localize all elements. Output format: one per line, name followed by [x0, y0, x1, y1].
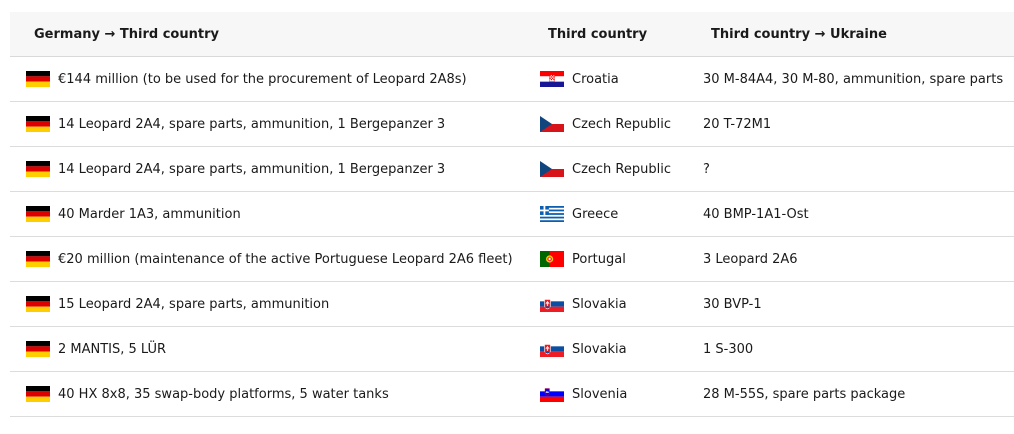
cell-third-to-ukraine: 3 Leopard 2A6 [687, 252, 1014, 267]
cell-third-to-ukraine: 30 M-84A4, 30 M-80, ammunition, spare pa… [687, 72, 1014, 87]
cell-third-to-ukraine: 20 T-72M1 [687, 117, 1014, 132]
third-to-ukraine-text: ? [703, 161, 710, 177]
third-to-ukraine-text: 3 Leopard 2A6 [703, 251, 798, 267]
germany-to-third-text: 2 MANTIS, 5 LÜR [58, 341, 167, 357]
cell-third-country: Slovenia [524, 386, 687, 402]
slovakia-flag-icon [540, 341, 564, 357]
germany-flag-icon [26, 296, 50, 312]
cell-third-to-ukraine: 40 BMP-1A1-Ost [687, 207, 1014, 222]
germany-flag-icon [26, 71, 50, 87]
germany-to-third-text: 15 Leopard 2A4, spare parts, ammunition [58, 296, 330, 312]
cell-germany-to-third: €144 million (to be used for the procure… [10, 71, 524, 87]
germany-flag-icon [26, 341, 50, 357]
cell-third-country: Slovakia [524, 341, 687, 357]
cell-third-country: Portugal [524, 251, 687, 267]
czech-flag-icon [540, 116, 564, 132]
cell-germany-to-third: 40 Marder 1A3, ammunition [10, 206, 524, 222]
croatia-flag-icon [540, 71, 564, 87]
germany-flag-icon [26, 386, 50, 402]
portugal-flag-icon [540, 251, 564, 267]
germany-to-third-text: 40 HX 8x8, 35 swap-body platforms, 5 wat… [58, 386, 389, 402]
cell-germany-to-third: 2 MANTIS, 5 LÜR [10, 341, 524, 357]
germany-to-third-text: 40 Marder 1A3, ammunition [58, 206, 241, 222]
table-row: 2 MANTIS, 5 LÜR Slovakia 1 S-300 [10, 327, 1014, 372]
cell-germany-to-third: 15 Leopard 2A4, spare parts, ammunition [10, 296, 524, 312]
czech-flag-icon [540, 161, 564, 177]
cell-third-country: Greece [524, 206, 687, 222]
third-country-text: Greece [572, 206, 619, 222]
cell-germany-to-third: €20 million (maintenance of the active P… [10, 251, 524, 267]
cell-germany-to-third: 40 HX 8x8, 35 swap-body platforms, 5 wat… [10, 386, 524, 402]
exchange-table: Germany → Third country Third country Th… [10, 12, 1014, 417]
table-row: €20 million (maintenance of the active P… [10, 237, 1014, 282]
greece-flag-icon [540, 206, 564, 222]
slovakia-flag-icon [540, 296, 564, 312]
third-to-ukraine-text: 20 T-72M1 [703, 116, 772, 132]
third-to-ukraine-text: 40 BMP-1A1-Ost [703, 206, 809, 222]
third-to-ukraine-text: 30 M-84A4, 30 M-80, ammunition, spare pa… [703, 71, 1004, 87]
third-to-ukraine-text: 30 BVP-1 [703, 296, 762, 312]
cell-third-country: Czech Republic [524, 161, 687, 177]
third-to-ukraine-text: 1 S-300 [703, 341, 754, 357]
header-label: Third country [548, 26, 648, 42]
third-country-text: Slovenia [572, 386, 628, 402]
table-row: 15 Leopard 2A4, spare parts, ammunition S… [10, 282, 1014, 327]
cell-third-country: Slovakia [524, 296, 687, 312]
slovenia-flag-icon [540, 386, 564, 402]
third-country-text: Czech Republic [572, 116, 671, 132]
table-row: 14 Leopard 2A4, spare parts, ammunition,… [10, 102, 1014, 147]
germany-to-third-text: 14 Leopard 2A4, spare parts, ammunition,… [58, 116, 446, 132]
germany-flag-icon [26, 251, 50, 267]
cell-third-country: Czech Republic [524, 116, 687, 132]
cell-third-to-ukraine: ? [687, 162, 1014, 177]
cell-third-to-ukraine: 30 BVP-1 [687, 297, 1014, 312]
table-row: 14 Leopard 2A4, spare parts, ammunition,… [10, 147, 1014, 192]
header-germany-to-third: Germany → Third country [10, 27, 524, 42]
table-row: 40 Marder 1A3, ammunition Greece 40 BMP-1A… [10, 192, 1014, 237]
header-label: Germany → Third country [34, 26, 219, 42]
third-country-text: Croatia [572, 71, 619, 87]
header-third-to-ukraine: Third country → Ukraine [687, 27, 1014, 42]
cell-third-to-ukraine: 1 S-300 [687, 342, 1014, 357]
cell-germany-to-third: 14 Leopard 2A4, spare parts, ammunition,… [10, 116, 524, 132]
cell-third-country: Croatia [524, 71, 687, 87]
table-header: Germany → Third country Third country Th… [10, 12, 1014, 57]
third-to-ukraine-text: 28 M-55S, spare parts package [703, 386, 906, 402]
germany-flag-icon [26, 161, 50, 177]
third-country-text: Czech Republic [572, 161, 671, 177]
third-country-text: Portugal [572, 251, 626, 267]
header-third-country: Third country [524, 27, 687, 42]
germany-to-third-text: €20 million (maintenance of the active P… [58, 251, 513, 267]
germany-flag-icon [26, 116, 50, 132]
header-label: Third country → Ukraine [711, 26, 887, 42]
germany-flag-icon [26, 206, 50, 222]
germany-to-third-text: €144 million (to be used for the procure… [58, 71, 467, 87]
germany-to-third-text: 14 Leopard 2A4, spare parts, ammunition,… [58, 161, 446, 177]
table-row: €144 million (to be used for the procure… [10, 57, 1014, 102]
third-country-text: Slovakia [572, 341, 627, 357]
cell-third-to-ukraine: 28 M-55S, spare parts package [687, 387, 1014, 402]
third-country-text: Slovakia [572, 296, 627, 312]
cell-germany-to-third: 14 Leopard 2A4, spare parts, ammunition,… [10, 161, 524, 177]
table-row: 40 HX 8x8, 35 swap-body platforms, 5 wat… [10, 372, 1014, 417]
